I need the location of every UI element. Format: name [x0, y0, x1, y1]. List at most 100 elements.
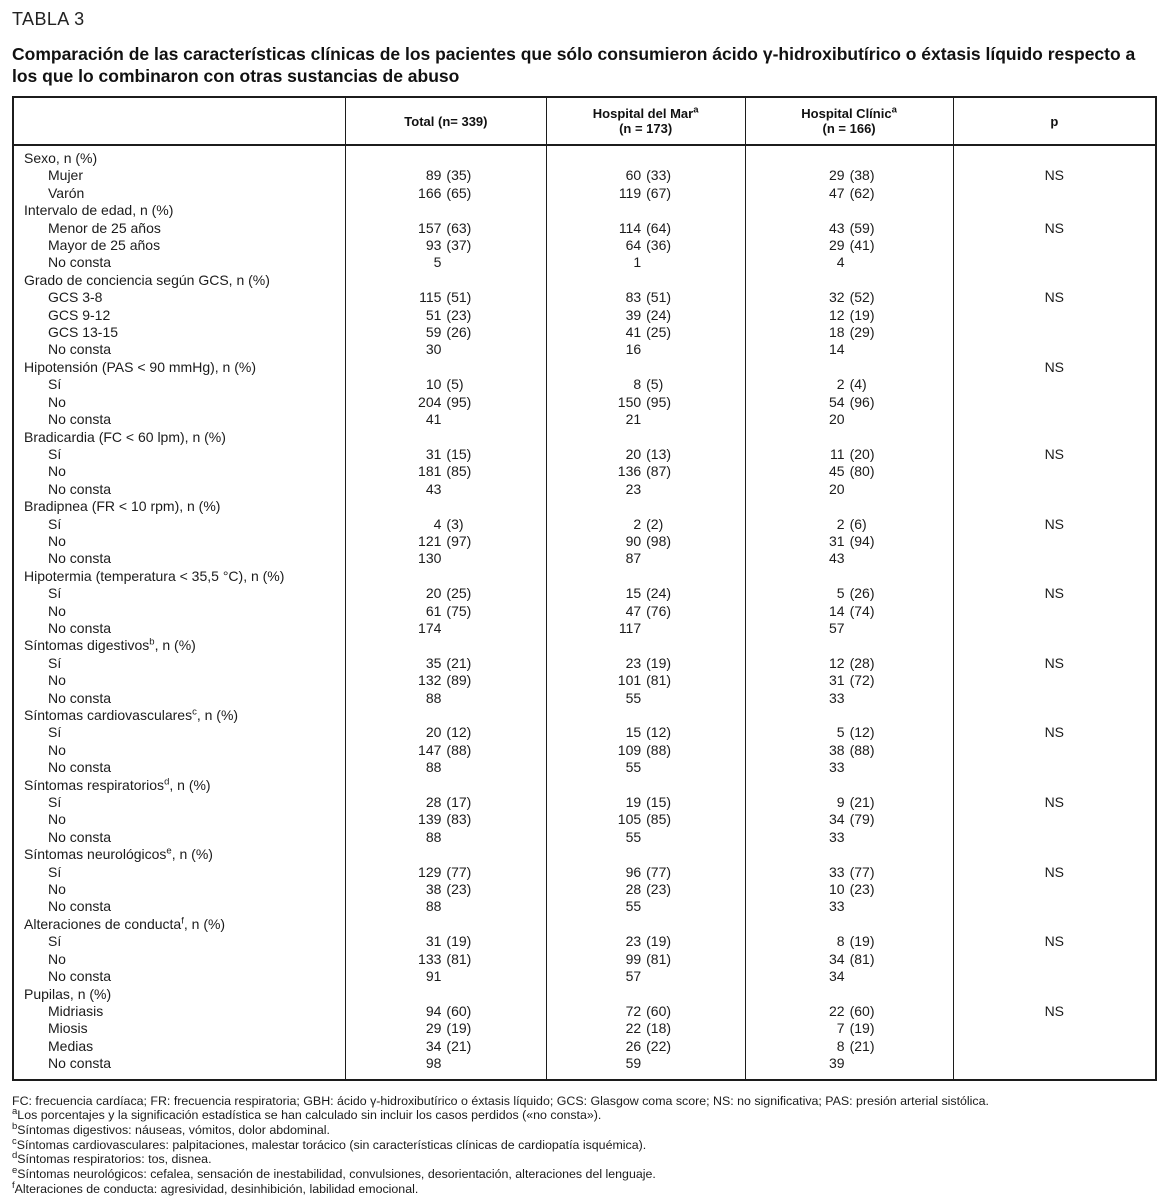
cell-total: 89 (35)	[345, 167, 547, 185]
row-label: No	[48, 741, 66, 758]
cell-total: 28 (17)	[345, 794, 547, 812]
cell-total: 29 (19)	[345, 1020, 547, 1038]
table-row: Medias 34 (21) 26 (22) 8 (21)	[13, 1037, 1156, 1056]
footnote-line: FC: frecuencia cardíaca; FR: frecuencia …	[12, 1093, 989, 1108]
cell-p-value: NS	[952, 219, 1156, 238]
row-label: Menor de 25 años	[48, 219, 161, 236]
cell-hospital-del-mar: 55	[545, 828, 746, 847]
table-row: No consta 30 16 14	[13, 341, 1156, 359]
row-label: GCS 3-8	[48, 289, 103, 306]
cell-hospital-clinic	[744, 145, 954, 168]
cell-p-value	[952, 145, 1156, 168]
cell-p-value: NS	[952, 358, 1156, 377]
cell-p-value	[952, 985, 1156, 1003]
table-row: No consta 43 23 20	[13, 480, 1156, 499]
table-row: Sí 4 (3) 2 (2) 2 (6) NS	[13, 515, 1156, 533]
footnote-line: bSíntomas digestivos: náuseas, vómitos, …	[12, 1120, 330, 1137]
table-row: No consta 130 87 43	[13, 550, 1156, 568]
cell-hospital-del-mar: 101 (81)	[545, 672, 746, 690]
cell-total: 157 (63)	[345, 219, 547, 238]
cell-hospital-clinic	[744, 985, 954, 1003]
cell-hospital-clinic: 38 (88)	[744, 741, 954, 760]
cell-hospital-del-mar: 15 (24)	[545, 585, 746, 603]
footnote-marker-b: b	[12, 1120, 18, 1132]
row-label: Midriasis	[48, 1002, 104, 1019]
cell-total: 147 (88)	[345, 741, 547, 760]
row-label: Sí	[48, 654, 62, 671]
row-label: GCS 9-12	[48, 306, 111, 323]
cell-p-value	[952, 463, 1156, 481]
row-label: No	[48, 602, 66, 619]
cell-hospital-clinic: 47 (62)	[744, 184, 954, 203]
cell-hospital-clinic: 43 (59)	[744, 219, 954, 238]
cell-hospital-clinic	[744, 358, 954, 377]
cell-total	[345, 145, 547, 168]
cell-hospital-del-mar: 47 (76)	[545, 602, 746, 620]
cell-total	[345, 846, 547, 864]
cell-p-value	[952, 602, 1156, 620]
table-row: GCS 3-8 115 (51) 83 (51) 32 (52) NS	[13, 289, 1156, 307]
cell-total	[345, 567, 547, 586]
cell-total: 88	[345, 828, 547, 847]
cell-total	[345, 271, 547, 290]
cell-hospital-clinic: 29 (41)	[744, 237, 954, 255]
table-row: No consta 88 55 33	[13, 828, 1156, 847]
table-row: No 132 (89) 101 (81) 31 (72)	[13, 672, 1156, 690]
cell-hospital-clinic: 14	[744, 341, 954, 359]
cell-p-value: NS	[952, 654, 1156, 673]
cell-total: 139 (83)	[345, 811, 547, 829]
footnote-line: dSíntomas respiratorios: tos, disnea.	[12, 1150, 212, 1167]
row-label: Pupilas, n (%)	[24, 985, 112, 1002]
table-row: Menor de 25 años 157 (63) 114 (64) 43 (59) NS	[13, 219, 1156, 238]
cell-p-value	[952, 184, 1156, 203]
cell-total: 31 (15)	[345, 445, 547, 464]
table-number-label: TABLA 3	[12, 9, 85, 29]
cell-hospital-clinic: 2 (6)	[744, 515, 954, 533]
cell-total: 93 (37)	[345, 237, 547, 255]
row-label: No consta	[48, 550, 112, 567]
table-row: No 61 (75) 47 (76) 14 (74)	[13, 602, 1156, 620]
cell-hospital-clinic: 20	[744, 411, 954, 429]
row-label: GCS 13-15	[48, 324, 119, 341]
cell-p-value	[952, 915, 1156, 934]
cell-p-value	[952, 898, 1156, 916]
cell-total: 115 (51)	[345, 289, 547, 307]
cell-p-value	[952, 1037, 1156, 1056]
cell-total: 88	[345, 898, 547, 916]
header-p: p	[952, 97, 1156, 146]
row-label: Sexo, n (%)	[24, 150, 98, 166]
cell-hospital-del-mar	[545, 985, 746, 1003]
cell-p-value: NS	[952, 1002, 1156, 1021]
clinical-comparison-table: Total (n= 339) Hospital del Mara (n = 17…	[12, 96, 1157, 1081]
cell-p-value	[952, 881, 1156, 899]
footnotes: FC: frecuencia cardíaca; FR: frecuencia …	[12, 1094, 1157, 1196]
row-label: Mujer	[48, 167, 84, 184]
cell-hospital-del-mar: 83 (51)	[545, 289, 746, 307]
cell-hospital-clinic: 34 (79)	[744, 811, 954, 829]
cell-total: 41	[345, 411, 547, 429]
cell-p-value	[952, 411, 1156, 429]
cell-hospital-del-mar	[545, 567, 746, 586]
cell-total: 98	[345, 1055, 547, 1080]
cell-p-value: NS	[952, 585, 1156, 603]
row-label: Hipotermia (temperatura < 35,5 °C), n (%…	[24, 567, 285, 584]
cell-hospital-del-mar: 21	[545, 411, 746, 429]
cell-hospital-clinic: 33	[744, 759, 954, 777]
cell-p-value	[952, 1055, 1156, 1080]
footnote-marker-d: d	[164, 775, 170, 787]
table-row: No 204 (95) 150 (95) 54 (96)	[13, 393, 1156, 412]
header-total-label: Total (n= 339)	[404, 113, 488, 129]
row-label: Sí	[48, 933, 62, 950]
cell-hospital-clinic: 8 (19)	[744, 933, 954, 951]
cell-hospital-del-mar: 26 (22)	[545, 1037, 746, 1056]
cell-total: 61 (75)	[345, 602, 547, 620]
cell-hospital-clinic	[744, 202, 954, 220]
cell-total: 133 (81)	[345, 950, 547, 969]
cell-hospital-del-mar: 41 (25)	[545, 324, 746, 342]
cell-total: 166 (65)	[345, 184, 547, 203]
footnote-marker-e: e	[12, 1164, 18, 1176]
cell-p-value	[952, 393, 1156, 412]
cell-hospital-del-mar: 119 (67)	[545, 184, 746, 203]
table-row: No consta 174 117 57	[13, 619, 1156, 638]
cell-hospital-clinic: 4	[744, 254, 954, 272]
